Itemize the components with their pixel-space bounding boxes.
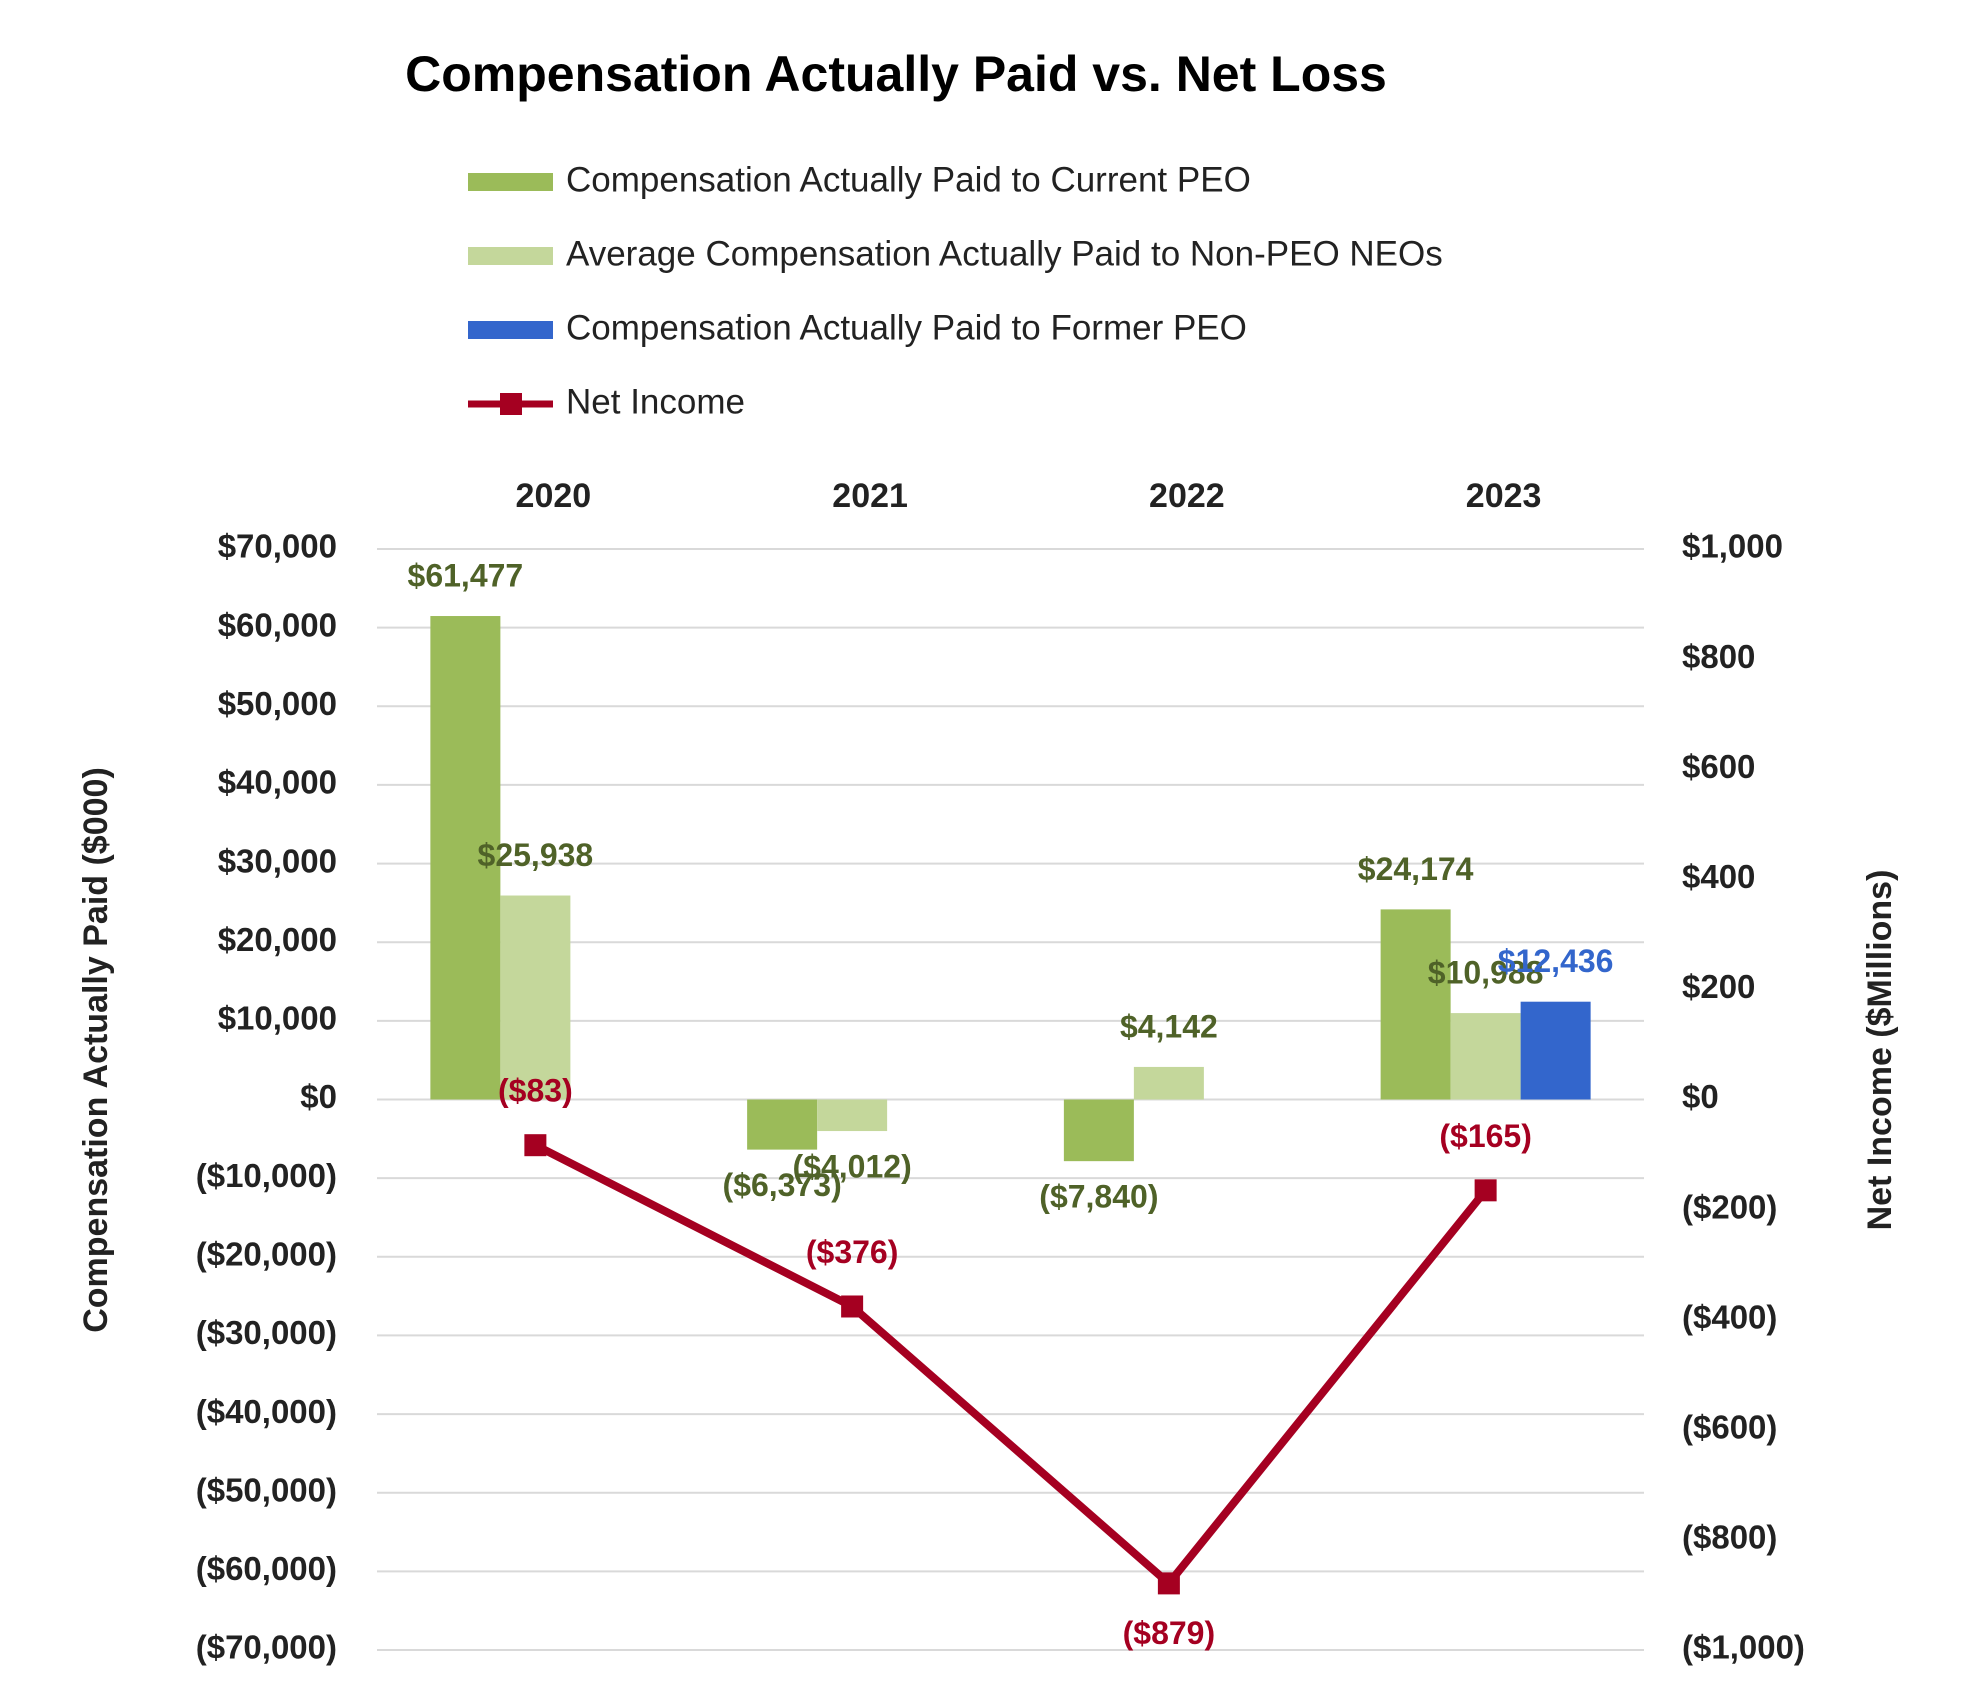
y-tick-label: ($70,000) bbox=[196, 1629, 337, 1666]
data-label: $25,938 bbox=[478, 837, 594, 873]
line-marker bbox=[1157, 1572, 1180, 1595]
y2-tick-label: ($800) bbox=[1682, 1519, 1777, 1556]
y-tick-label: ($40,000) bbox=[196, 1393, 337, 1430]
bar bbox=[1380, 909, 1451, 1100]
y-tick-label: ($10,000) bbox=[196, 1157, 337, 1194]
legend-label: Compensation Actually Paid to Former PEO bbox=[566, 308, 1247, 347]
legend-swatch bbox=[468, 247, 553, 265]
y-tick-label: ($50,000) bbox=[196, 1471, 337, 1508]
y2-tick-label: ($400) bbox=[1682, 1298, 1777, 1335]
bar bbox=[817, 1099, 888, 1132]
legend-label: Average Compensation Actually Paid to No… bbox=[566, 234, 1443, 273]
y2-tick-label: $400 bbox=[1682, 858, 1755, 895]
legend-label: Compensation Actually Paid to Current PE… bbox=[566, 160, 1251, 199]
y-tick-label: $50,000 bbox=[218, 685, 337, 722]
x-tick-label: 2023 bbox=[1466, 477, 1542, 515]
bar bbox=[430, 616, 501, 1100]
y-tick-label: ($20,000) bbox=[196, 1236, 337, 1273]
bar bbox=[1133, 1066, 1204, 1100]
y2-tick-label: $200 bbox=[1682, 968, 1755, 1005]
legend-marker bbox=[500, 393, 522, 415]
line bbox=[533, 1141, 1489, 1588]
bar bbox=[747, 1099, 818, 1150]
y2-tick-label: $1,000 bbox=[1682, 528, 1783, 565]
y2-axis-title: Net Income ($Millions) bbox=[1861, 870, 1899, 1231]
y2-tick-label: $800 bbox=[1682, 638, 1755, 675]
bar bbox=[1450, 1013, 1521, 1100]
legend-label: Net Income bbox=[566, 382, 745, 421]
y2-tick-label: $600 bbox=[1682, 748, 1755, 785]
data-label: $4,142 bbox=[1120, 1008, 1218, 1044]
bar bbox=[500, 895, 571, 1100]
y2-tick-label: ($200) bbox=[1682, 1188, 1777, 1225]
y-tick-label: $30,000 bbox=[218, 842, 337, 879]
line-marker bbox=[841, 1295, 864, 1318]
y2-tick-label: ($600) bbox=[1682, 1409, 1777, 1446]
y-axis-title: Compensation Actually Paid ($000) bbox=[77, 767, 115, 1333]
x-tick-label: 2020 bbox=[516, 477, 592, 515]
line-marker bbox=[1474, 1179, 1497, 1202]
data-label: ($376) bbox=[806, 1234, 899, 1270]
data-label: $61,477 bbox=[408, 557, 524, 593]
y-tick-label: $40,000 bbox=[218, 764, 337, 801]
data-label: ($7,840) bbox=[1039, 1179, 1158, 1215]
chart-title: Compensation Actually Paid vs. Net Loss bbox=[405, 46, 1387, 102]
data-label: $12,436 bbox=[1498, 943, 1614, 979]
data-label: ($83) bbox=[498, 1073, 573, 1109]
y-tick-label: $60,000 bbox=[218, 606, 337, 643]
x-tick-label: 2021 bbox=[832, 477, 908, 515]
legend-swatch bbox=[468, 173, 553, 191]
y-tick-label: $20,000 bbox=[218, 921, 337, 958]
line-marker bbox=[524, 1134, 547, 1157]
bar bbox=[1063, 1099, 1134, 1162]
data-label: $24,174 bbox=[1358, 851, 1474, 887]
y2-tick-label: ($1,000) bbox=[1682, 1629, 1805, 1666]
data-label: ($165) bbox=[1439, 1118, 1532, 1154]
data-label: $10,988 bbox=[1428, 955, 1544, 991]
y-tick-label: $10,000 bbox=[218, 1000, 337, 1037]
data-label: ($4,012) bbox=[793, 1149, 912, 1185]
x-tick-label: 2022 bbox=[1149, 477, 1225, 515]
data-label: ($6,373) bbox=[723, 1167, 842, 1203]
bar bbox=[1520, 1001, 1591, 1100]
data-label: ($879) bbox=[1123, 1615, 1216, 1651]
y2-tick-label: $0 bbox=[1682, 1078, 1719, 1115]
legend-swatch bbox=[468, 321, 553, 339]
y-tick-label: ($30,000) bbox=[196, 1314, 337, 1351]
y-tick-label: ($60,000) bbox=[196, 1550, 337, 1587]
y-tick-label: $0 bbox=[300, 1078, 337, 1115]
y-tick-label: $70,000 bbox=[218, 528, 337, 565]
